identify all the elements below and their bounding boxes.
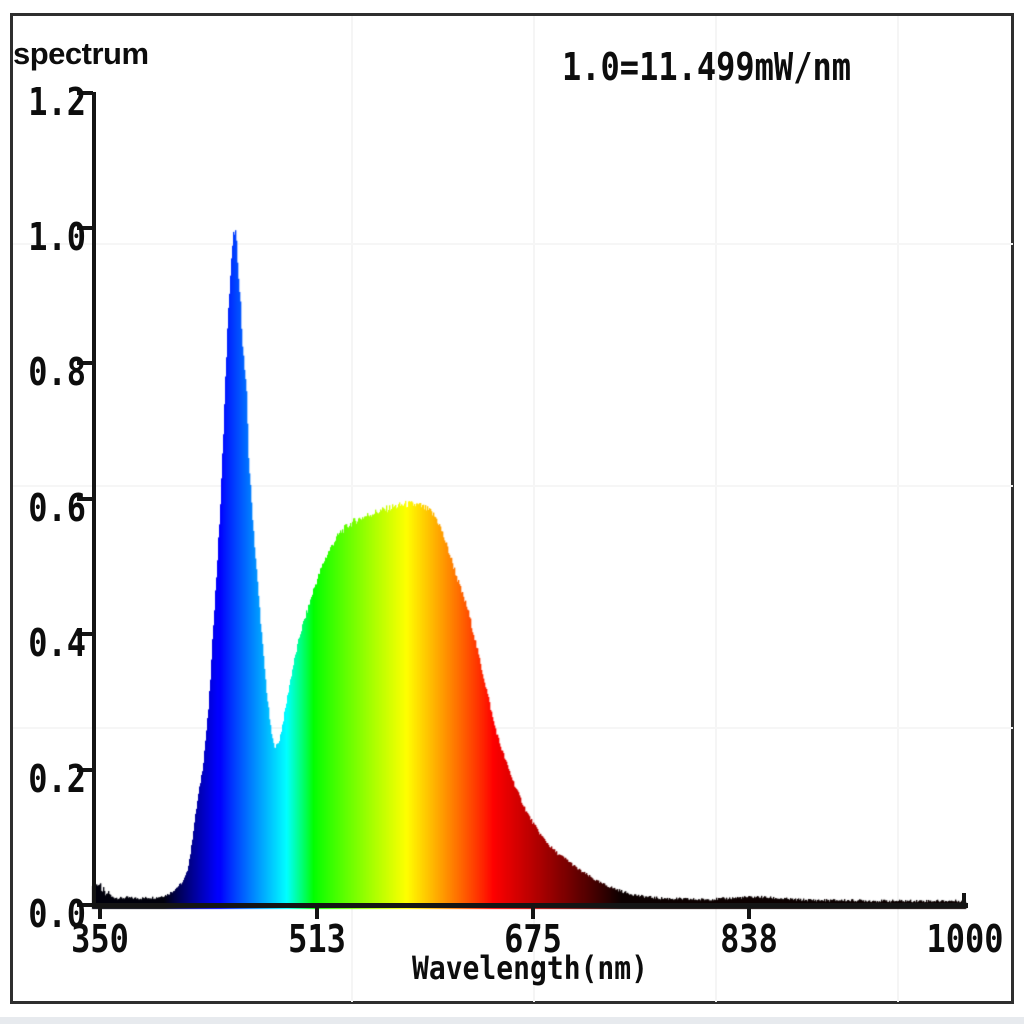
x-tick (747, 906, 751, 919)
y-tick (77, 361, 93, 365)
y-tick-label: 0.0 (28, 891, 86, 937)
y-tick-label: 0.8 (28, 349, 86, 395)
spectrum-area-plot (90, 168, 970, 910)
y-tick (77, 497, 93, 501)
x-tick (531, 906, 535, 919)
x-axis-line (92, 903, 968, 908)
x-axis-title: Wavelength(nm) (411, 949, 648, 987)
screen-bottom-strip (0, 1017, 1024, 1024)
y-tick-label: 1.2 (28, 79, 86, 125)
window-frame (10, 13, 1014, 1004)
x-tick (315, 906, 319, 919)
chart-title: spectrum (13, 36, 149, 71)
x-tick-label: 513 (288, 916, 346, 962)
y-tick (77, 768, 93, 772)
y-tick (77, 903, 93, 907)
y-tick (77, 91, 93, 95)
y-tick (77, 226, 93, 230)
y-axis-line (92, 92, 96, 907)
x-tick-label: 1000 (926, 916, 1004, 962)
y-tick-label: 0.4 (28, 620, 86, 666)
x-tick-label: 838 (720, 916, 778, 962)
x-tick (98, 906, 102, 919)
y-tick-label: 0.6 (28, 485, 86, 531)
x-axis-end-tick (962, 893, 966, 905)
y-tick (77, 632, 93, 636)
y-tick-label: 0.2 (28, 756, 86, 802)
x-tick-label: 350 (71, 916, 129, 962)
scale-annotation: 1.0=11.499mW/nm (562, 44, 851, 90)
x-tick-label: 675 (504, 916, 562, 962)
y-tick-label: 1.0 (28, 214, 86, 260)
